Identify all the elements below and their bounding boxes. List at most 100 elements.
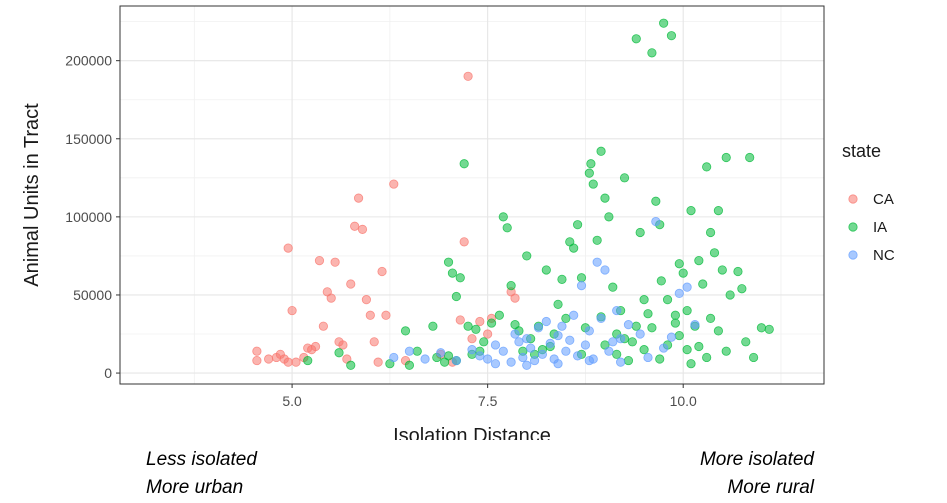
data-point-nc [572,351,583,361]
data-point-ca [264,354,274,364]
data-point-ia [623,355,634,366]
data-point-ia [764,324,774,334]
data-point-nc [490,359,501,369]
data-point-ia [619,173,630,183]
data-point-ia [455,273,465,283]
data-point-ia [674,259,684,269]
data-point-nc [651,216,661,227]
data-point-ia [631,321,641,331]
data-point-nc [674,288,684,299]
data-point-nc [436,348,446,358]
data-point-nc [522,334,532,344]
data-point-ia [682,305,692,316]
data-point-ca [252,346,262,356]
data-point-ia [346,360,356,370]
data-point-nc [404,346,415,356]
data-point-ia [686,359,696,369]
data-point-ia [557,274,567,284]
data-point-nc [526,343,536,353]
data-point-ia [709,248,720,258]
data-point-nc [514,337,524,347]
data-point-ia [702,352,712,363]
data-point-nc [389,352,399,363]
data-point-ia [522,251,532,261]
data-point-ia [705,227,716,238]
data-point-nc [666,332,677,342]
data-point-nc [483,354,493,364]
data-point-ia [303,355,313,366]
data-point-ia [659,18,669,28]
data-point-ia [662,295,673,305]
data-point-ia [471,324,481,334]
data-point-nc [604,346,614,356]
y-tick-label: 200000 [65,53,112,69]
data-point-ia [745,152,755,163]
annotation-more-rural: More rural [727,477,814,498]
data-point-ia [733,266,743,277]
data-point-nc [623,320,634,330]
data-point-nc [553,359,563,369]
legend-label-nc: NC [873,247,895,264]
data-point-nc [541,316,551,327]
data-point-ca [361,295,371,305]
data-point-nc [533,323,544,333]
data-point-ia [447,268,458,278]
data-point-nc [659,343,669,353]
data-point-nc [561,346,571,356]
data-point-ia [678,268,688,278]
annotation-left: Less isolated More urban [146,446,257,502]
data-point-ia [717,265,727,275]
data-point-nc [592,257,602,267]
data-point-ia [592,235,602,245]
data-point-ia [404,360,415,370]
annotation-less-isolated: Less isolated [146,449,257,470]
data-point-nc [616,334,626,344]
data-point-ia [612,349,622,359]
data-point-ca [287,305,297,316]
data-point-ia [713,326,724,336]
series-ia [303,18,774,370]
data-point-ca [369,337,379,347]
data-point-nc [608,337,618,347]
data-point-ia [643,309,653,319]
data-point-nc [612,305,622,316]
data-point-ca [338,340,348,350]
data-point-ca [483,329,493,339]
data-point-nc [584,326,594,336]
data-point-nc [451,355,461,366]
data-point-nc [518,352,528,363]
data-point-ca [283,357,293,367]
data-point-ia [639,345,649,355]
data-point-nc [584,355,594,366]
data-point-ca [377,266,387,277]
data-point-ia [494,310,504,320]
data-point-ca [389,179,399,189]
data-point-ia [443,257,454,267]
y-tick-label: 50000 [73,287,112,303]
x-tick-label: 7.5 [478,393,498,409]
x-tick-label: 10.0 [670,393,697,409]
data-point-ia [506,280,516,291]
data-point-ca [350,221,360,231]
data-point-ia [748,352,759,363]
data-point-ia [721,346,731,356]
data-point-ca [346,279,356,289]
y-tick-label: 150000 [65,131,112,147]
data-point-ia [670,310,680,320]
data-point-ia [686,206,696,216]
annotation-right: More isolated More rural [700,446,814,502]
legend-title: state [842,141,881,161]
data-point-ca [314,256,325,266]
data-point-ia [459,159,469,169]
series-ca [252,71,520,367]
data-point-ia [479,337,489,347]
data-point-ia [569,243,579,253]
data-point-ia [400,326,411,336]
data-point-nc [545,338,555,348]
data-point-ca [326,293,336,303]
data-point-ia [651,196,661,206]
data-point-ia [737,284,747,294]
annotation-more-urban: More urban [146,477,244,498]
legend: state CA IA NC [842,141,895,264]
y-tick-label: 100000 [65,209,112,225]
